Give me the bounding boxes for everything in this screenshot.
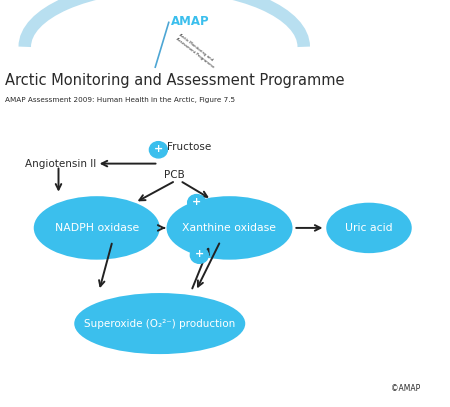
- Text: PCB: PCB: [164, 170, 185, 180]
- Text: Xanthine oxidase: Xanthine oxidase: [183, 223, 276, 233]
- Text: +: +: [154, 144, 163, 154]
- Text: Arctic Monitoring and
Assessment Programme: Arctic Monitoring and Assessment Program…: [175, 33, 217, 69]
- Text: AMAP Assessment 2009: Human Health in the Arctic, Figure 7.5: AMAP Assessment 2009: Human Health in th…: [5, 97, 235, 103]
- Ellipse shape: [34, 196, 160, 260]
- Circle shape: [190, 247, 208, 263]
- Ellipse shape: [74, 293, 245, 354]
- Text: Arctic Monitoring and Assessment Programme: Arctic Monitoring and Assessment Program…: [5, 73, 345, 88]
- Text: NADPH oxidase: NADPH oxidase: [54, 223, 139, 233]
- Text: ©AMAP: ©AMAP: [392, 384, 421, 393]
- Text: +: +: [195, 249, 204, 259]
- Text: AMAP: AMAP: [171, 15, 210, 28]
- Text: Fructose: Fructose: [166, 142, 211, 151]
- Circle shape: [149, 142, 167, 158]
- Text: Uric acid: Uric acid: [345, 223, 393, 233]
- Ellipse shape: [326, 203, 412, 253]
- Text: Angiotensin II: Angiotensin II: [25, 159, 96, 168]
- Text: +: +: [192, 197, 201, 207]
- Ellipse shape: [166, 196, 292, 260]
- Circle shape: [188, 195, 206, 211]
- Text: Superoxide (O₂²⁻) production: Superoxide (O₂²⁻) production: [84, 319, 235, 328]
